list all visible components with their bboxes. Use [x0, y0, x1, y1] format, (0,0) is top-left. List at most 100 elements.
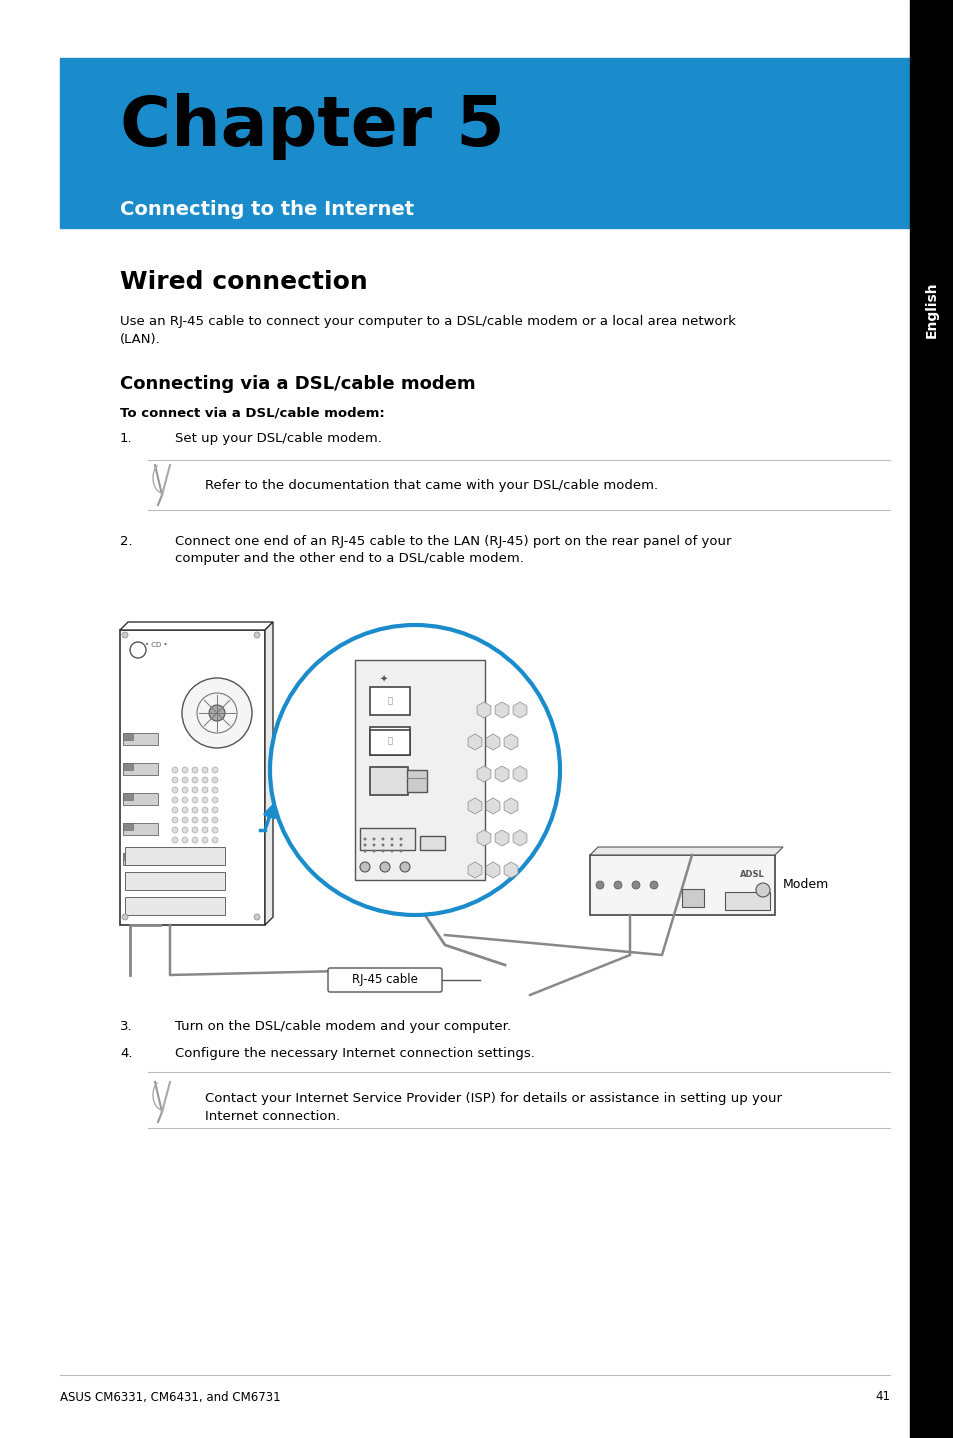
- Polygon shape: [589, 847, 782, 856]
- Text: 4.: 4.: [120, 1047, 132, 1060]
- Circle shape: [182, 817, 188, 823]
- Text: Modem: Modem: [782, 879, 828, 892]
- Circle shape: [399, 861, 410, 871]
- Circle shape: [270, 626, 559, 915]
- Text: Contact your Internet Service Provider (ISP) for details or assistance in settin: Contact your Internet Service Provider (…: [205, 1091, 781, 1104]
- Text: Use an RJ-45 cable to connect your computer to a DSL/cable modem or a local area: Use an RJ-45 cable to connect your compu…: [120, 315, 735, 328]
- Polygon shape: [120, 623, 273, 630]
- Text: Chapter 5: Chapter 5: [120, 93, 504, 160]
- Circle shape: [192, 837, 198, 843]
- Circle shape: [182, 837, 188, 843]
- Bar: [123, 853, 158, 866]
- Bar: [370, 728, 410, 755]
- Text: computer and the other end to a DSL/cable modem.: computer and the other end to a DSL/cabl…: [174, 552, 523, 565]
- Text: Connecting via a DSL/cable modem: Connecting via a DSL/cable modem: [120, 375, 476, 393]
- Circle shape: [755, 883, 769, 897]
- Circle shape: [202, 777, 208, 784]
- Text: ADSL: ADSL: [740, 870, 764, 879]
- Circle shape: [649, 881, 658, 889]
- Text: Set up your DSL/cable modem.: Set up your DSL/cable modem.: [174, 431, 381, 444]
- Circle shape: [196, 693, 236, 733]
- Bar: [60, 58, 909, 229]
- Circle shape: [212, 787, 218, 792]
- Circle shape: [192, 827, 198, 833]
- Circle shape: [381, 837, 384, 840]
- Circle shape: [172, 817, 178, 823]
- Polygon shape: [265, 623, 273, 925]
- Text: Connect one end of an RJ-45 cable to the LAN (RJ-45) port on the rear panel of y: Connect one end of an RJ-45 cable to the…: [174, 535, 731, 548]
- Circle shape: [212, 807, 218, 812]
- Text: ASUS CM6331, CM6431, and CM6731: ASUS CM6331, CM6431, and CM6731: [60, 1391, 280, 1403]
- Circle shape: [202, 827, 208, 833]
- Circle shape: [212, 817, 218, 823]
- Circle shape: [182, 766, 188, 774]
- Circle shape: [122, 915, 128, 920]
- Circle shape: [182, 777, 188, 784]
- Text: Configure the necessary Internet connection settings.: Configure the necessary Internet connect…: [174, 1047, 535, 1060]
- Bar: [125, 897, 225, 915]
- Bar: [123, 764, 158, 775]
- Circle shape: [122, 631, 128, 638]
- Circle shape: [212, 837, 218, 843]
- Circle shape: [372, 844, 375, 847]
- Circle shape: [202, 787, 208, 792]
- Circle shape: [390, 850, 393, 853]
- Text: To connect via a DSL/cable modem:: To connect via a DSL/cable modem:: [120, 407, 384, 420]
- Circle shape: [390, 837, 393, 840]
- Circle shape: [399, 844, 402, 847]
- Text: RJ-45 cable: RJ-45 cable: [352, 974, 417, 986]
- Bar: [120, 630, 265, 925]
- Bar: [125, 847, 225, 866]
- Circle shape: [182, 677, 252, 748]
- Bar: [370, 687, 410, 715]
- Bar: [407, 769, 427, 792]
- Text: Refer to the documentation that came with your DSL/cable modem.: Refer to the documentation that came wit…: [205, 479, 658, 492]
- Bar: [123, 764, 132, 769]
- Bar: [419, 835, 444, 850]
- Circle shape: [192, 787, 198, 792]
- FancyBboxPatch shape: [328, 968, 441, 992]
- Text: 3.: 3.: [120, 1020, 132, 1032]
- Bar: [123, 733, 132, 741]
- Circle shape: [381, 844, 384, 847]
- Text: ⬛: ⬛: [387, 736, 392, 745]
- Bar: [123, 853, 132, 860]
- Text: 41: 41: [874, 1391, 889, 1403]
- Circle shape: [399, 837, 402, 840]
- Circle shape: [209, 705, 225, 720]
- Text: Wired connection: Wired connection: [120, 270, 367, 293]
- Circle shape: [253, 631, 260, 638]
- Circle shape: [172, 827, 178, 833]
- Circle shape: [359, 861, 370, 871]
- Text: Internet connection.: Internet connection.: [205, 1110, 340, 1123]
- Circle shape: [212, 827, 218, 833]
- Circle shape: [381, 850, 384, 853]
- Circle shape: [399, 850, 402, 853]
- Circle shape: [372, 850, 375, 853]
- Circle shape: [182, 827, 188, 833]
- Bar: [724, 892, 769, 910]
- Circle shape: [172, 787, 178, 792]
- Text: 1.: 1.: [120, 431, 132, 444]
- Circle shape: [202, 797, 208, 802]
- Circle shape: [631, 881, 639, 889]
- Circle shape: [253, 915, 260, 920]
- Bar: [909, 0, 953, 1438]
- Bar: [125, 871, 225, 890]
- Circle shape: [212, 797, 218, 802]
- Circle shape: [192, 807, 198, 812]
- Circle shape: [372, 837, 375, 840]
- Circle shape: [192, 797, 198, 802]
- Circle shape: [130, 641, 146, 659]
- Bar: [359, 828, 415, 850]
- Circle shape: [202, 766, 208, 774]
- Circle shape: [182, 807, 188, 812]
- Circle shape: [614, 881, 621, 889]
- Bar: [370, 766, 408, 795]
- Circle shape: [192, 766, 198, 774]
- Bar: [355, 660, 484, 880]
- Bar: [123, 823, 132, 830]
- Text: Turn on the DSL/cable modem and your computer.: Turn on the DSL/cable modem and your com…: [174, 1020, 511, 1032]
- Circle shape: [363, 844, 366, 847]
- Circle shape: [212, 777, 218, 784]
